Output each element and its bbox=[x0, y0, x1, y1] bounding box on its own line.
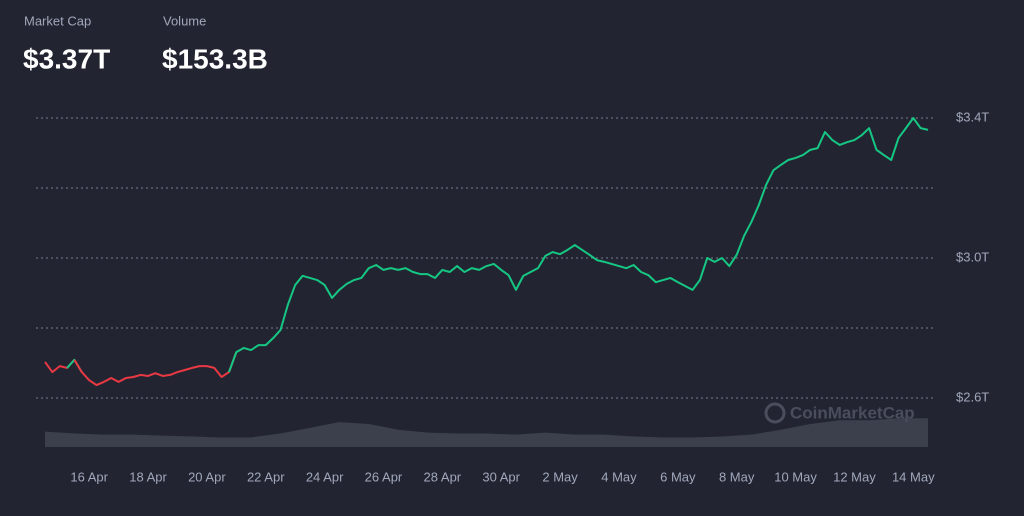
y-tick-label: $2.6T bbox=[956, 389, 989, 404]
x-tick-label: 22 Apr bbox=[247, 469, 285, 484]
x-tick-label: 14 May bbox=[892, 469, 935, 484]
volume-area bbox=[45, 418, 928, 447]
x-tick-label: 28 Apr bbox=[424, 469, 462, 484]
x-tick-label: 2 May bbox=[542, 469, 578, 484]
y-tick-label: $3.0T bbox=[956, 249, 989, 264]
price-line bbox=[73, 351, 238, 387]
x-tick-label: 10 May bbox=[774, 469, 817, 484]
x-tick-label: 30 Apr bbox=[482, 469, 520, 484]
watermark: CoinMarketCap bbox=[790, 403, 915, 422]
x-tick-label: 24 Apr bbox=[306, 469, 344, 484]
stat-label: Volume bbox=[163, 13, 206, 28]
x-tick-label: 12 May bbox=[833, 469, 876, 484]
watermark-logo bbox=[764, 402, 786, 424]
x-tick-label: 6 May bbox=[660, 469, 696, 484]
stat-value: $153.3B bbox=[162, 43, 268, 74]
x-tick-label: 4 May bbox=[601, 469, 637, 484]
x-tick-label: 16 Apr bbox=[70, 469, 108, 484]
x-tick-label: 20 Apr bbox=[188, 469, 226, 484]
x-tick-label: 26 Apr bbox=[365, 469, 403, 484]
watermark-group: CoinMarketCap bbox=[764, 402, 915, 424]
x-tick-label: 18 Apr bbox=[129, 469, 167, 484]
price-line bbox=[228, 117, 929, 373]
y-tick-label: $3.4T bbox=[956, 109, 989, 124]
x-tick-label: 8 May bbox=[719, 469, 755, 484]
stat-value: $3.37T bbox=[23, 43, 110, 74]
stat-label: Market Cap bbox=[24, 13, 91, 28]
